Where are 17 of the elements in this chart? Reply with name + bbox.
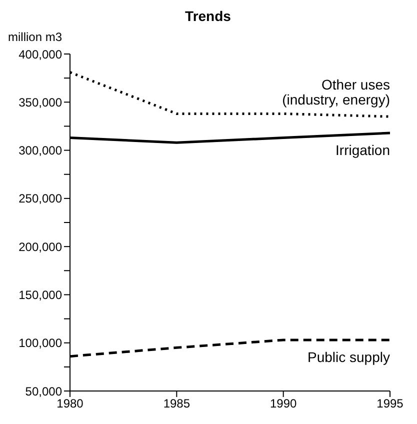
x-tick-label: 1985 <box>163 396 190 411</box>
y-tick-label: 350,000 <box>18 95 62 110</box>
y-axis-title: million m3 <box>8 30 64 46</box>
series-label: Irrigation <box>336 142 390 158</box>
y-tick-label: 50,000 <box>25 384 62 398</box>
y-tick-label: 200,000 <box>18 240 62 254</box>
y-tick-label: 400,000 <box>18 47 62 62</box>
y-tick-label: 250,000 <box>18 192 62 206</box>
x-tick-label: 1990 <box>270 396 298 411</box>
series-label: Other uses (industry, energy) <box>282 76 390 108</box>
y-tick-label: 100,000 <box>18 336 62 350</box>
chart-title: Trends <box>184 8 232 26</box>
series-label: Public supply <box>308 348 390 365</box>
x-tick-label: 1995 <box>376 396 404 411</box>
y-tick-label: 150,000 <box>18 288 62 302</box>
x-tick-label: 1980 <box>56 396 84 411</box>
y-tick-label: 300,000 <box>18 144 62 158</box>
